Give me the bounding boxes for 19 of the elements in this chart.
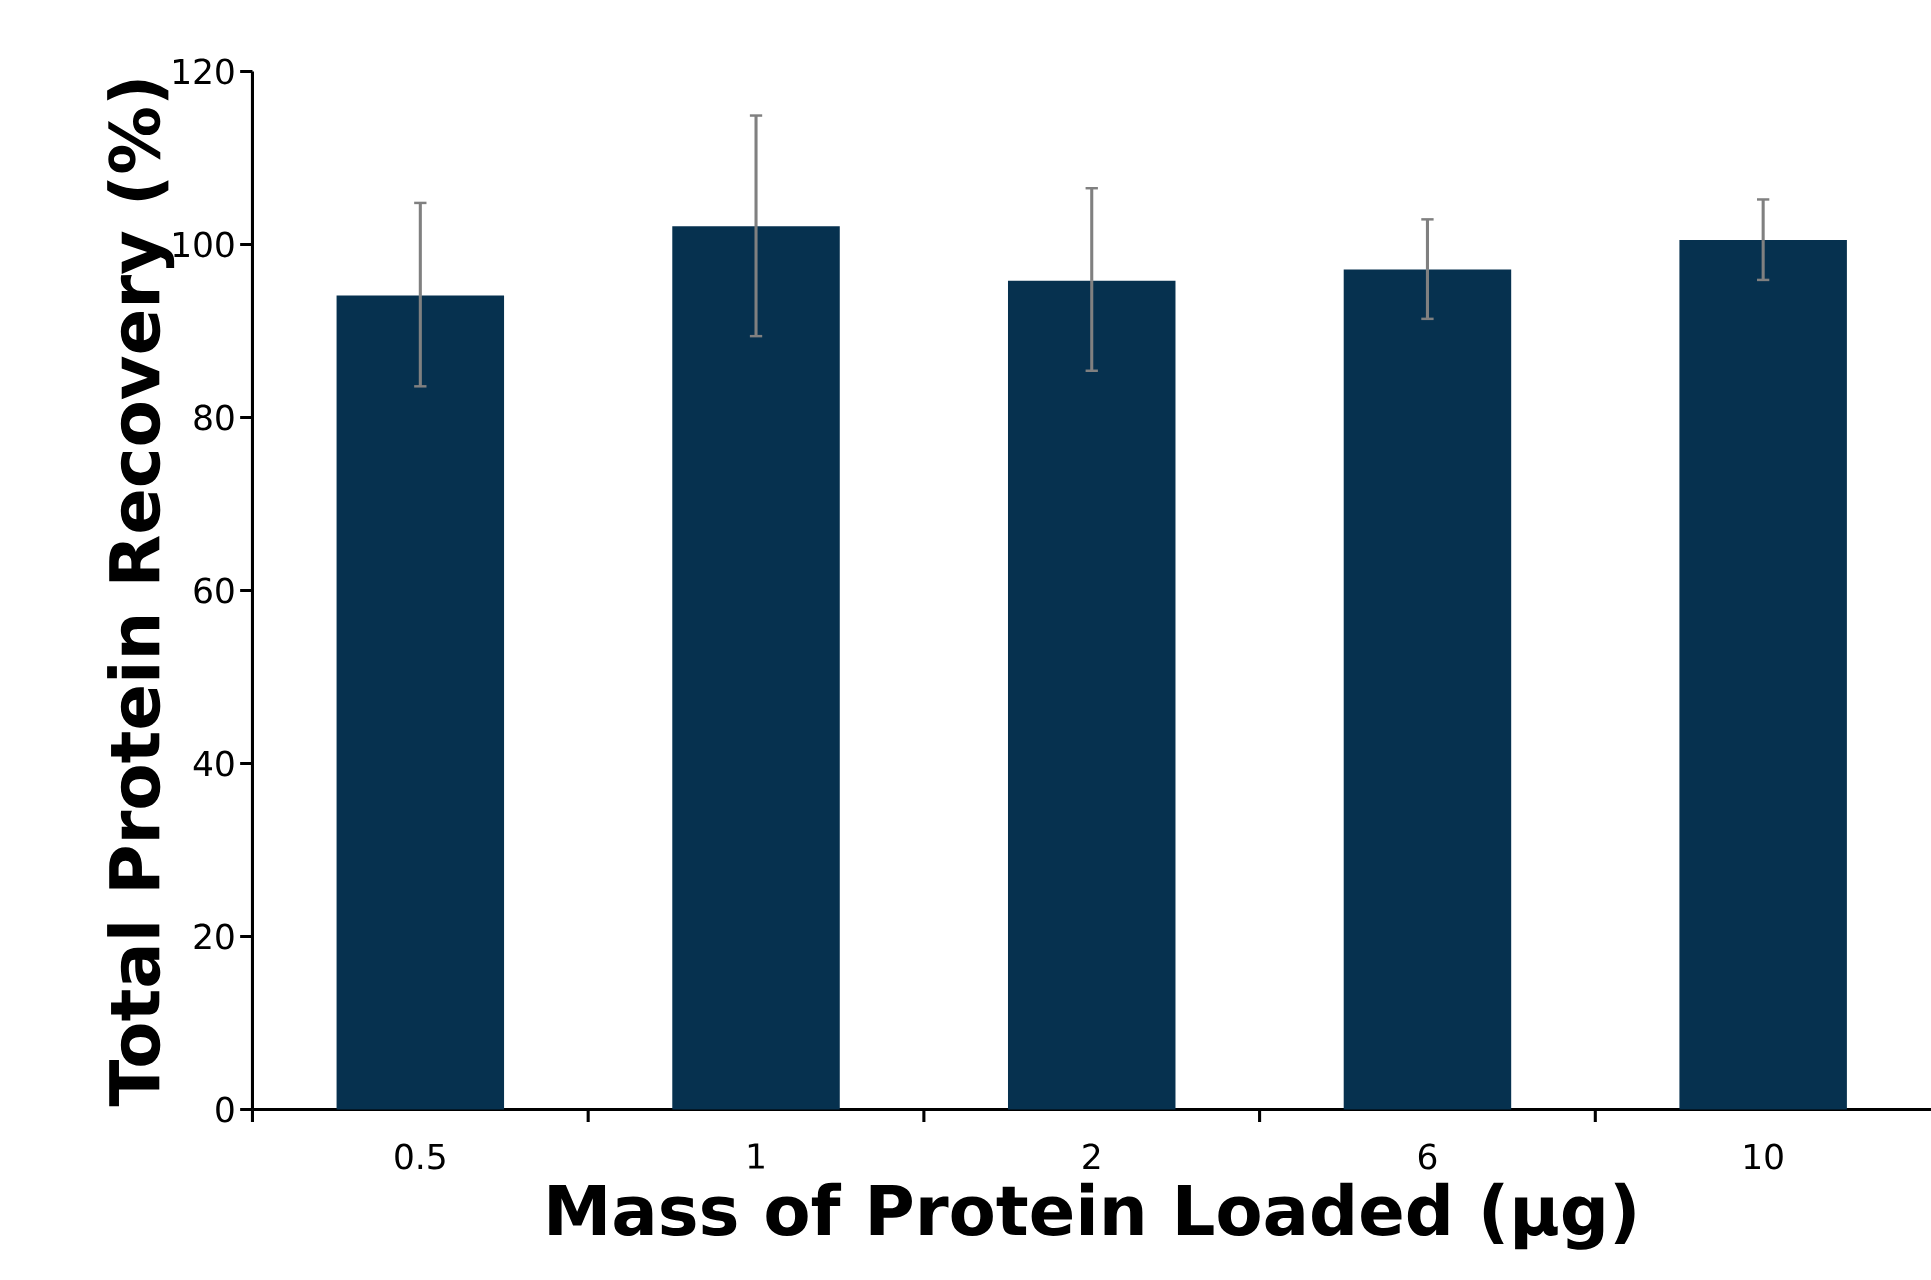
y-tick-label: 120 (174, 58, 234, 85)
x-tick-label: 0.5 (395, 1143, 445, 1170)
x-axis-title: Mass of Protein Loaded (µg) (549, 1183, 1635, 1251)
bar (1679, 240, 1847, 1110)
x-tick-label: 1 (748, 1143, 764, 1169)
y-tick-label: 100 (174, 231, 234, 258)
x-tick-label: 10 (1745, 1143, 1783, 1170)
y-tick-label: 60 (194, 577, 234, 604)
y-tick-label: 80 (194, 404, 234, 431)
bar (336, 295, 505, 1110)
bar (1007, 281, 1176, 1110)
bar (1343, 269, 1512, 1110)
y-tick-label: 0 (216, 1096, 234, 1123)
bar (672, 226, 840, 1110)
y-tick-label: 20 (194, 923, 234, 950)
x-tick-label: 2 (1083, 1143, 1100, 1170)
y-axis-title: Total Protein Recovery (%) (107, 80, 175, 1107)
x-tick-label: 6 (1418, 1143, 1437, 1170)
y-tick-label: 40 (193, 750, 234, 777)
